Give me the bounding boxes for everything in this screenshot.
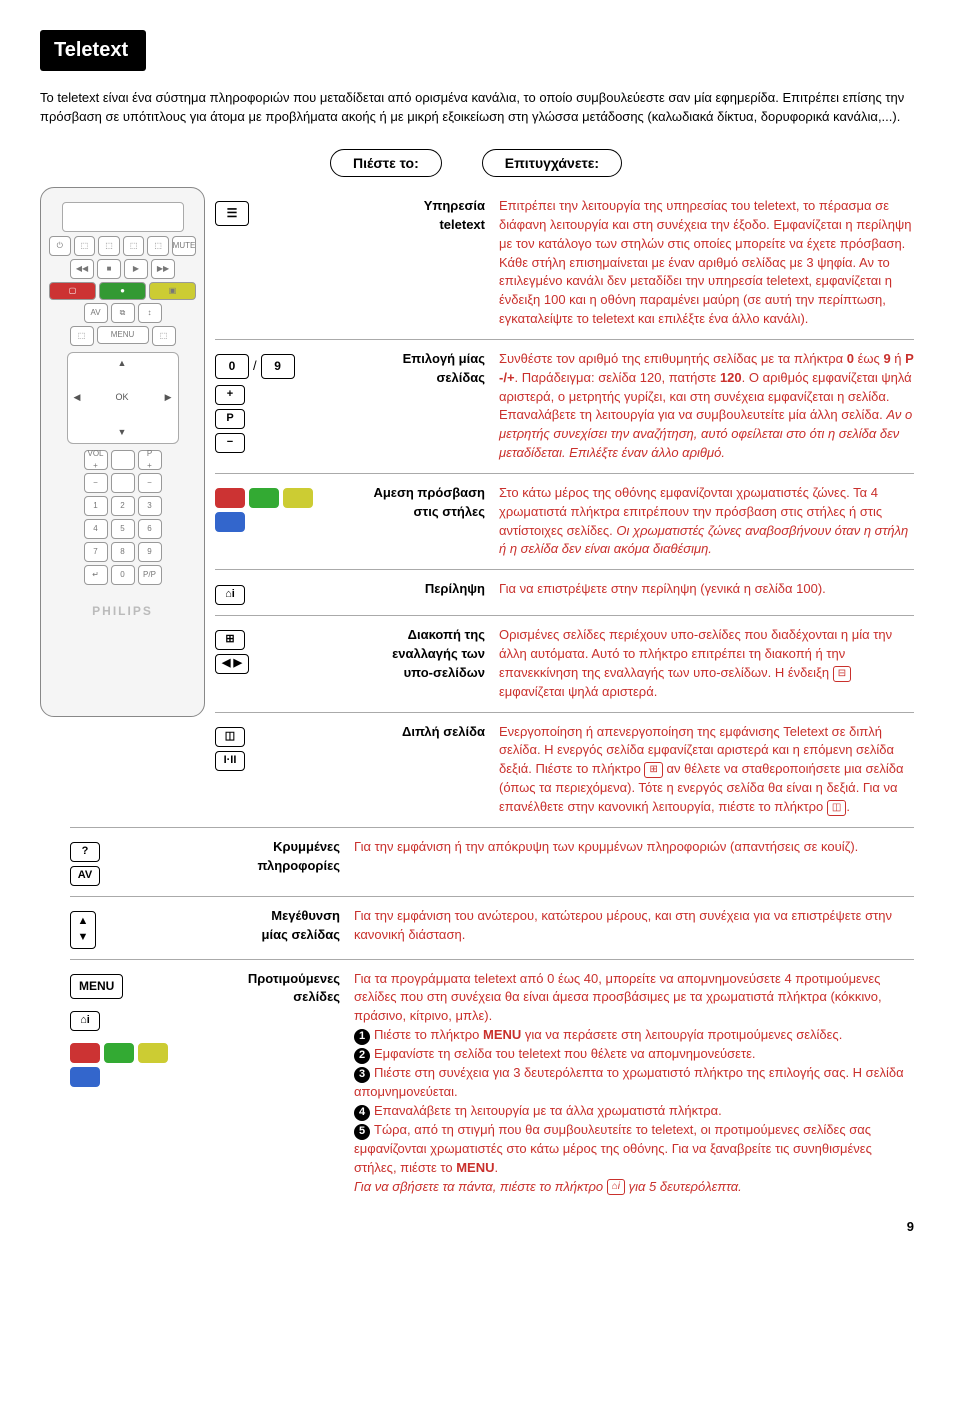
section-header: Teletext	[40, 30, 146, 71]
menu-key: MENU	[70, 974, 123, 999]
row-text: Ενεργοποίηση ή απενεργοποίηση της εμφάνι…	[499, 723, 914, 817]
double-page-icon: ◫	[215, 727, 245, 747]
summary-icon: ⌂i	[215, 585, 245, 605]
remote-illustration: ⏻⬚⬚ ⬚⬚MUTE ◀◀■▶ ▶▶ ▢ ● ▣ AV⧉↕ ⬚MENU⬚ ▲ ▼…	[40, 187, 205, 717]
red-key	[70, 1043, 100, 1063]
intro-paragraph: Το teletext είναι ένα σύστημα πληροφοριώ…	[40, 89, 914, 127]
row-label: teletext	[439, 217, 485, 232]
green-key	[104, 1043, 134, 1063]
blue-key	[70, 1067, 100, 1087]
index-icon: ⌂i	[70, 1011, 100, 1031]
plus-key: +	[215, 385, 245, 405]
press-label: Πιέστε το:	[330, 149, 442, 177]
row-label: Διακοπή της	[408, 627, 485, 642]
red-key	[215, 488, 245, 508]
subpage-nav-icon: ◀ ▶	[215, 654, 249, 674]
page-number: 9	[907, 1218, 914, 1237]
row-label: Διπλή σελίδα	[402, 724, 485, 739]
yellow-key	[138, 1043, 168, 1063]
row-text: Για την εμφάνιση του ανώτερου, κατώτερου…	[354, 907, 914, 949]
zoom-icon: ▲▼	[70, 911, 96, 949]
row-label: Προτιμούμενες	[248, 971, 340, 986]
row-label: υπο-σελίδων	[404, 665, 485, 680]
row-label: στις στήλες	[414, 504, 485, 519]
row-label: Επιλογή μίας	[403, 351, 485, 366]
double-page-mode-icon: I·II	[215, 751, 245, 771]
subpage-icon: ⊞	[215, 630, 245, 650]
p-key: P	[215, 409, 245, 429]
row-label: Περίληψη	[425, 581, 485, 596]
teletext-icon: ☰	[215, 201, 249, 226]
row-label: Αμεση πρόσβαση	[373, 485, 485, 500]
row-text: Στο κάτω μέρος της οθόνης εμφανίζονται χ…	[499, 484, 914, 559]
row-label: μίας σελίδας	[262, 927, 340, 942]
row-label: Κρυμμένες	[273, 839, 340, 854]
row-text: Επιτρέπει την λειτουργία της υπηρεσίας τ…	[499, 197, 914, 329]
digit-0-key: 0	[215, 354, 249, 379]
row-text: Για να επιστρέψετε στην περίληψη (γενικά…	[499, 580, 914, 605]
reveal-icon: ?	[70, 842, 100, 862]
row-label: εναλλαγής των	[392, 646, 485, 661]
row-text: Για τα προγράμματα teletext από 0 έως 40…	[354, 970, 914, 1197]
row-text: Ορισμένες σελίδες περιέχουν υπο-σελίδες …	[499, 626, 914, 701]
digit-9-key: 9	[261, 354, 295, 379]
row-label: σελίδες	[293, 989, 340, 1004]
row-text: Συνθέστε τον αριθμό της επιθυμητής σελίδ…	[499, 350, 914, 463]
row-label: Υπηρεσία	[424, 198, 485, 213]
brand-logo: PHILIPS	[49, 603, 196, 620]
minus-key: −	[215, 433, 245, 453]
av-icon: AV	[70, 866, 100, 886]
achieve-label: Επιτυγχάνετε:	[482, 149, 622, 177]
blue-key	[215, 512, 245, 532]
yellow-key	[283, 488, 313, 508]
green-key	[249, 488, 279, 508]
row-label: Μεγέθυνση	[271, 908, 340, 923]
row-label: πληροφορίες	[258, 858, 340, 873]
row-text: Για την εμφάνιση ή την απόκρυψη των κρυμ…	[354, 838, 914, 886]
row-label: σελίδας	[436, 370, 485, 385]
